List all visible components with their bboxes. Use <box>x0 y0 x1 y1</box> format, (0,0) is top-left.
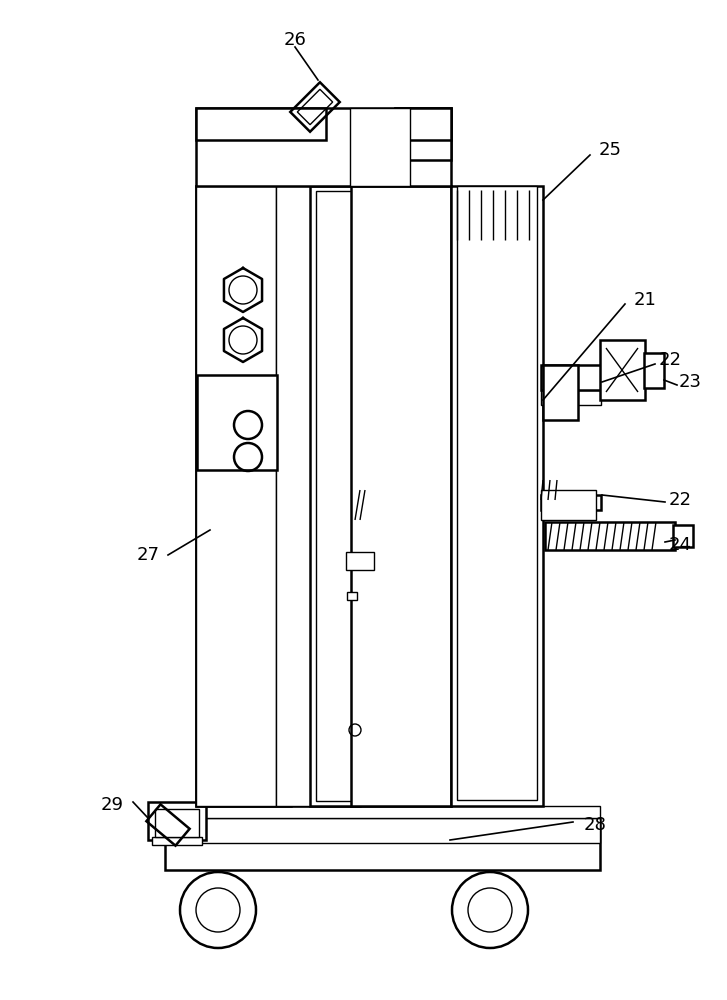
Text: 22: 22 <box>669 491 691 509</box>
Bar <box>276 186 356 806</box>
Bar <box>165 806 600 818</box>
Text: 25: 25 <box>598 141 622 159</box>
Bar <box>541 365 601 390</box>
Bar <box>346 552 374 570</box>
Text: 26: 26 <box>284 31 307 49</box>
Bar <box>310 186 360 806</box>
Bar <box>541 490 596 520</box>
Bar <box>644 353 664 388</box>
Text: 22: 22 <box>659 351 681 369</box>
Bar <box>155 809 199 837</box>
Text: 27: 27 <box>137 546 159 564</box>
Bar <box>457 186 537 800</box>
Bar <box>196 108 451 186</box>
Bar <box>541 390 601 405</box>
Bar <box>395 108 451 160</box>
Text: 28: 28 <box>584 816 606 834</box>
Bar <box>165 818 600 843</box>
Bar <box>196 186 451 806</box>
Bar <box>152 837 202 845</box>
Bar <box>350 108 410 186</box>
Bar <box>451 186 543 806</box>
Text: 29: 29 <box>100 796 124 814</box>
Text: 23: 23 <box>678 373 702 391</box>
Bar <box>197 375 277 470</box>
Bar <box>600 340 645 400</box>
Bar <box>541 495 601 510</box>
Text: 24: 24 <box>669 536 691 554</box>
Bar <box>196 186 291 806</box>
Bar <box>543 365 578 420</box>
Bar <box>395 108 451 140</box>
Bar <box>196 186 276 806</box>
Bar <box>347 592 357 600</box>
Bar <box>148 802 206 840</box>
Bar <box>316 191 354 801</box>
Bar <box>165 818 600 870</box>
Bar <box>673 525 693 547</box>
Bar <box>196 108 326 140</box>
Bar <box>545 522 675 550</box>
Text: 21: 21 <box>633 291 656 309</box>
Bar <box>351 186 451 806</box>
